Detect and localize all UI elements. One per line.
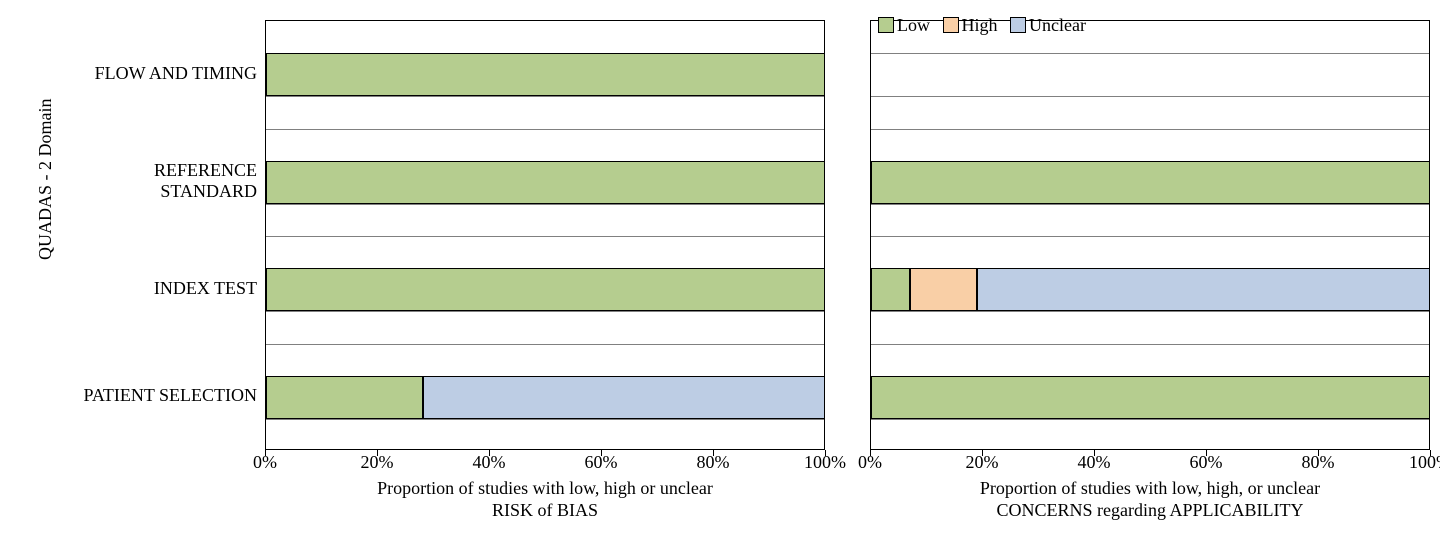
tick-label: 20%: [966, 452, 999, 473]
panel-risk-of-bias: [265, 20, 825, 450]
tick-label: 40%: [1078, 452, 1111, 473]
x-title-right-line2: CONCERNS regarding APPLICABILITY: [997, 500, 1304, 520]
bar-risk_of_bias-reference_standard: [266, 161, 824, 204]
seg-low: [266, 376, 423, 419]
seg-low: [266, 161, 824, 204]
tick-label: 0%: [858, 452, 882, 473]
legend-swatch-low: [878, 17, 894, 33]
tick-label: 100%: [804, 452, 846, 473]
tick-label: 100%: [1409, 452, 1440, 473]
cat-label-reference-standard: REFERENCE STANDARD: [67, 160, 257, 201]
x-title-right: Proportion of studies with low, high, or…: [870, 478, 1430, 521]
seg-high: [910, 268, 977, 311]
tick-label: 60%: [1190, 452, 1223, 473]
tick-label: 40%: [473, 452, 506, 473]
cat-label-index-test: INDEX TEST: [67, 278, 257, 299]
bar-risk_of_bias-flow_timing: [266, 53, 824, 96]
seg-low: [871, 161, 1429, 204]
x-title-left: Proportion of studies with low, high or …: [265, 478, 825, 521]
y-axis-title: QUADAS - 2 Domain: [35, 99, 56, 261]
tick-label: 80%: [1302, 452, 1335, 473]
seg-low: [871, 376, 1429, 419]
seg-unclear: [423, 376, 824, 419]
seg-unclear: [977, 268, 1429, 311]
tick-label: 80%: [697, 452, 730, 473]
legend-label-unclear: Unclear: [1029, 15, 1086, 35]
bar-applicability-reference_standard: [871, 161, 1429, 204]
seg-low: [266, 268, 824, 311]
seg-low: [871, 268, 910, 311]
legend-label-low: Low: [897, 15, 930, 35]
x-title-left-line1: Proportion of studies with low, high or …: [377, 478, 713, 498]
quadas-chart: QUADAS - 2 Domain FLOW AND TIMING REFERE…: [30, 20, 1430, 520]
tick-label: 60%: [585, 452, 618, 473]
legend-label-high: High: [962, 15, 998, 35]
legend-swatch-high: [943, 17, 959, 33]
cat-label-flow-timing: FLOW AND TIMING: [67, 63, 257, 84]
tick-label: 20%: [361, 452, 394, 473]
bar-risk_of_bias-index_test: [266, 268, 824, 311]
x-title-right-line1: Proportion of studies with low, high, or…: [980, 478, 1320, 498]
tick-label: 0%: [253, 452, 277, 473]
legend-swatch-unclear: [1010, 17, 1026, 33]
bar-risk_of_bias-patient_selection: [266, 376, 824, 419]
x-title-left-line2: RISK of BIAS: [492, 500, 598, 520]
panel-applicability: [870, 20, 1430, 450]
seg-low: [266, 53, 824, 96]
cat-label-patient-selection: PATIENT SELECTION: [67, 385, 257, 406]
legend: Low High Unclear: [870, 15, 1086, 36]
category-labels: FLOW AND TIMING REFERENCE STANDARD INDEX…: [70, 20, 265, 450]
bar-applicability-patient_selection: [871, 376, 1429, 419]
bar-applicability-index_test: [871, 268, 1429, 311]
